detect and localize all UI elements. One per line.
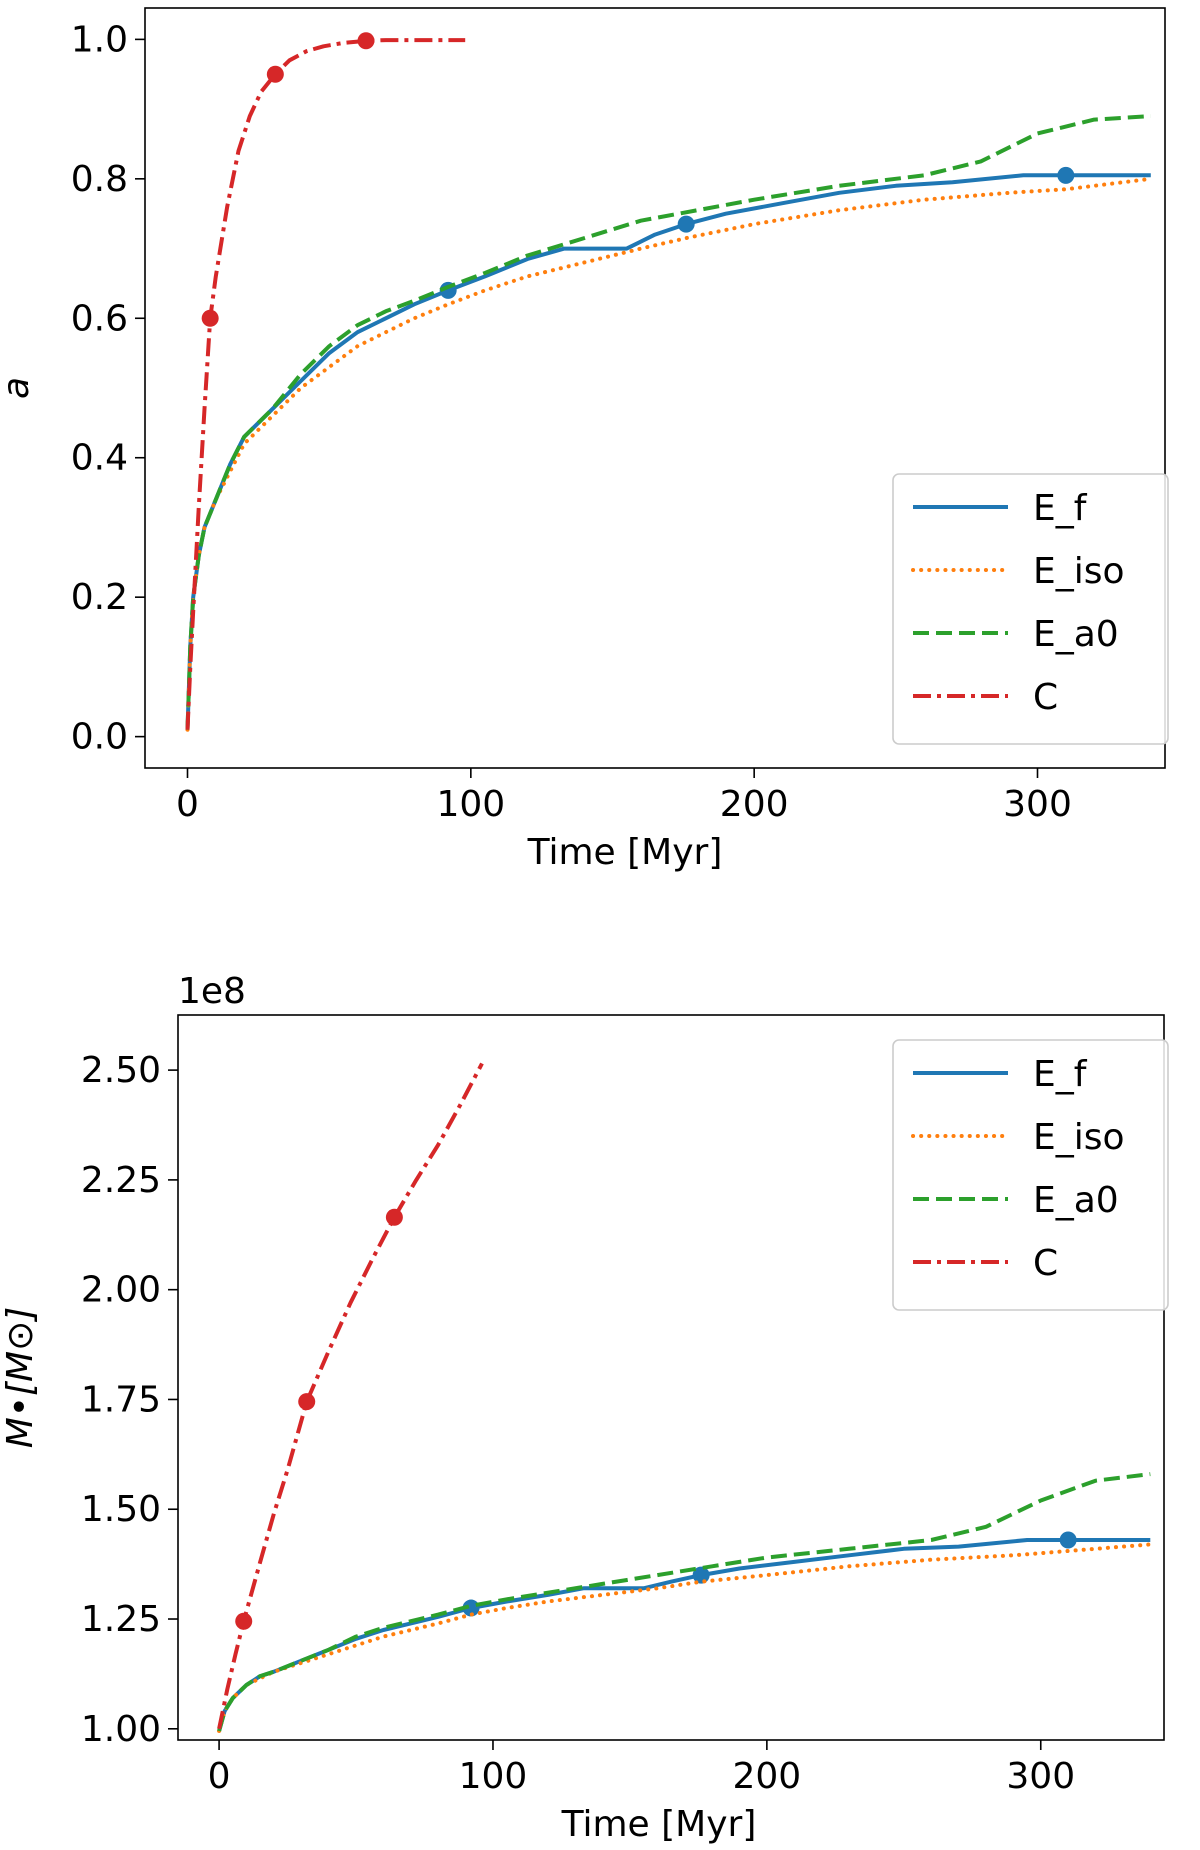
series-marker-c <box>201 309 219 327</box>
legend-label-c: C <box>1033 677 1058 718</box>
series-marker-c <box>385 1208 403 1226</box>
series-line-e-iso <box>185 176 1153 732</box>
y-tick-label: 0.6 <box>71 298 128 339</box>
y-tick-label: 2.50 <box>81 1050 161 1091</box>
legend-label-e-iso: E_iso <box>1033 551 1125 592</box>
series-marker-e-f <box>1057 166 1075 184</box>
series-line-e-f <box>217 1538 1151 1732</box>
legend: E_f E_iso E_a0 C <box>892 1039 1169 1311</box>
series-line-c <box>185 38 466 730</box>
x-axis-label: Time [Myr] <box>561 1804 757 1845</box>
legend-label-e-f: E_f <box>1033 488 1088 529</box>
y-axis-label: M•[M⊙] <box>0 1307 41 1449</box>
axes-frame <box>144 7 1166 769</box>
plot-area <box>217 1062 1153 1733</box>
series-marker-c <box>235 1612 253 1630</box>
y-tick-label: 1.25 <box>81 1599 161 1640</box>
series-marker-c <box>298 1393 316 1411</box>
series-marker-e-f <box>677 215 695 233</box>
y-axis-offset-text: 1e8 <box>178 971 246 1012</box>
series-line-c <box>217 1062 484 1730</box>
legend-label-e-a0: E_a0 <box>1033 614 1119 655</box>
x-tick-label: 0 <box>176 784 199 825</box>
axes-frame <box>177 1014 1165 1741</box>
y-tick-label: 2.25 <box>81 1160 161 1201</box>
legend-label-e-a0: E_a0 <box>1033 1180 1119 1221</box>
plot-area <box>185 32 1153 732</box>
legend: E_f E_iso E_a0 C <box>892 473 1169 745</box>
y-tick-label: 1.75 <box>81 1379 161 1420</box>
legend-box <box>892 473 1169 745</box>
x-axis-label: Time [Myr] <box>527 832 723 873</box>
y-tick-label: 0.4 <box>71 438 128 479</box>
series-line-e-iso <box>217 1542 1153 1733</box>
x-tick-label: 300 <box>1003 784 1072 825</box>
legend-box <box>892 1039 1169 1311</box>
series-marker-e-f <box>462 1599 480 1617</box>
x-tick-label: 300 <box>1006 1756 1075 1797</box>
panel-bottom-black-hole-mass: 0 100 200 300 1.00 1.25 1.50 1.75 2.00 2.25 2.50 Ti… <box>0 971 1169 1845</box>
y-tick-label: 0.8 <box>71 159 128 200</box>
legend-label-e-f: E_f <box>1033 1054 1088 1095</box>
y-tick-label: 0.2 <box>71 577 128 618</box>
series-line-e-a0 <box>217 1472 1151 1732</box>
legend-label-c: C <box>1033 1243 1058 1284</box>
series-marker-e-f <box>1059 1531 1077 1549</box>
y-tick-label: 2.00 <box>81 1270 161 1311</box>
x-tick-label: 100 <box>436 784 505 825</box>
x-tick-label: 0 <box>208 1756 231 1797</box>
panel-top-spin-parameter: 0 100 200 300 0.0 0.2 0.4 0.6 0.8 1.0 Time [Myr] a E… <box>0 7 1169 873</box>
y-tick-label: 0.0 <box>71 717 128 758</box>
series-marker-c <box>357 32 375 50</box>
series-line-e-a0 <box>185 114 1151 730</box>
x-tick-label: 100 <box>459 1756 528 1797</box>
y-axis-label: a <box>0 377 37 399</box>
y-tick-label: 1.50 <box>81 1489 161 1530</box>
x-tick-label: 200 <box>720 784 789 825</box>
series-marker-c <box>266 65 284 83</box>
series-marker-e-f <box>692 1566 710 1584</box>
x-tick-label: 200 <box>733 1756 802 1797</box>
y-tick-label: 1.0 <box>71 19 128 60</box>
legend-label-e-iso: E_iso <box>1033 1117 1125 1158</box>
y-tick-label: 1.00 <box>81 1709 161 1750</box>
